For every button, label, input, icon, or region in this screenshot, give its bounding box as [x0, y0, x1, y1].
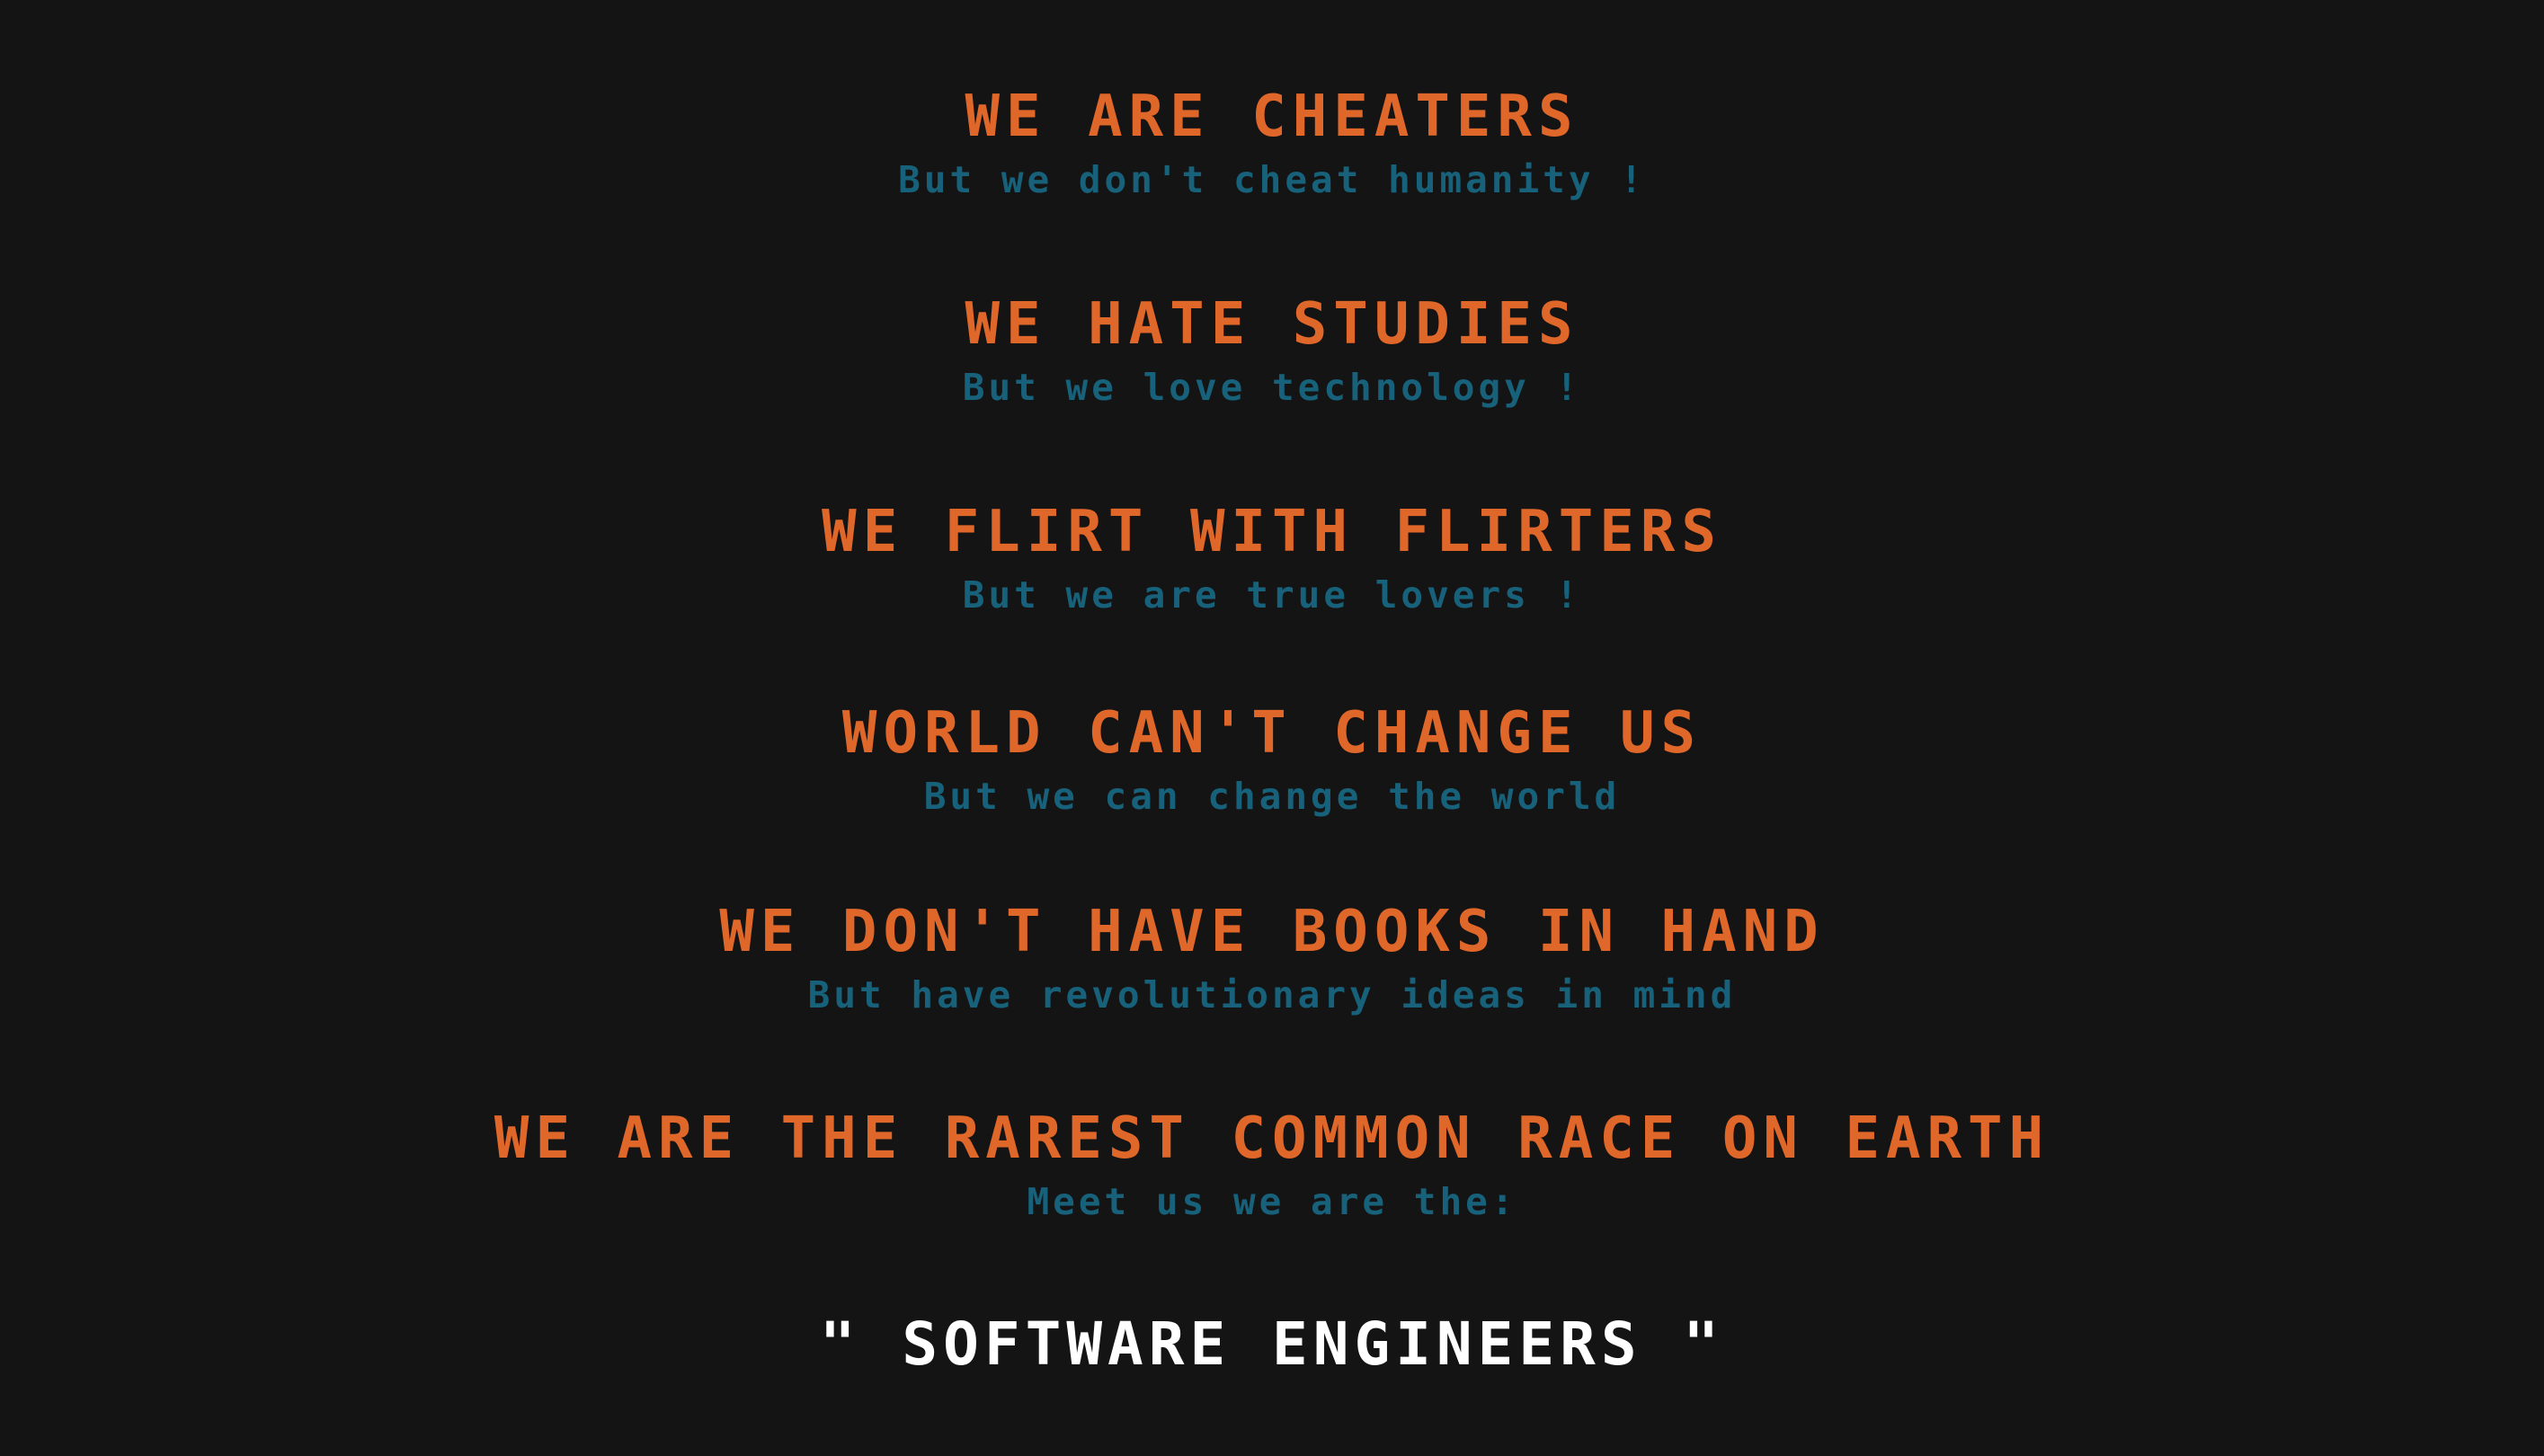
subline: But we don't cheat humanity !: [898, 158, 1646, 201]
subline: But we love technology !: [962, 366, 1582, 409]
subline: Meet us we are the:: [1027, 1180, 1517, 1223]
headline: WE FLIRT WITH FLIRTERS: [822, 499, 1722, 565]
subline: But we can change the world: [923, 775, 1621, 818]
headline: WE HATE STUDIES: [965, 291, 1579, 358]
stanza-studies: WE HATE STUDIES But we love technology !: [0, 292, 2544, 409]
finale-software-engineers: " SOFTWARE ENGINEERS ": [819, 1310, 1725, 1379]
stanza-books: WE DON'T HAVE BOOKS IN HAND But have rev…: [0, 900, 2544, 1017]
headline: WORLD CAN'T CHANGE US: [841, 700, 1703, 767]
headline: WE DON'T HAVE BOOKS IN HAND: [719, 899, 1825, 965]
subline: But have revolutionary ideas in mind: [807, 973, 1737, 1017]
subline: But we are true lovers !: [962, 573, 1582, 617]
headline: WE ARE CHEATERS: [965, 84, 1579, 150]
headline: WE ARE THE RAREST COMMON RACE ON EARTH: [494, 1105, 2050, 1172]
stanza-flirters: WE FLIRT WITH FLIRTERS But we are true l…: [0, 500, 2544, 617]
stanza-rarest-race: WE ARE THE RAREST COMMON RACE ON EARTH M…: [0, 1106, 2544, 1223]
stanza-cheaters: WE ARE CHEATERS But we don't cheat human…: [0, 84, 2544, 201]
stanza-world: WORLD CAN'T CHANGE US But we can change …: [0, 701, 2544, 818]
